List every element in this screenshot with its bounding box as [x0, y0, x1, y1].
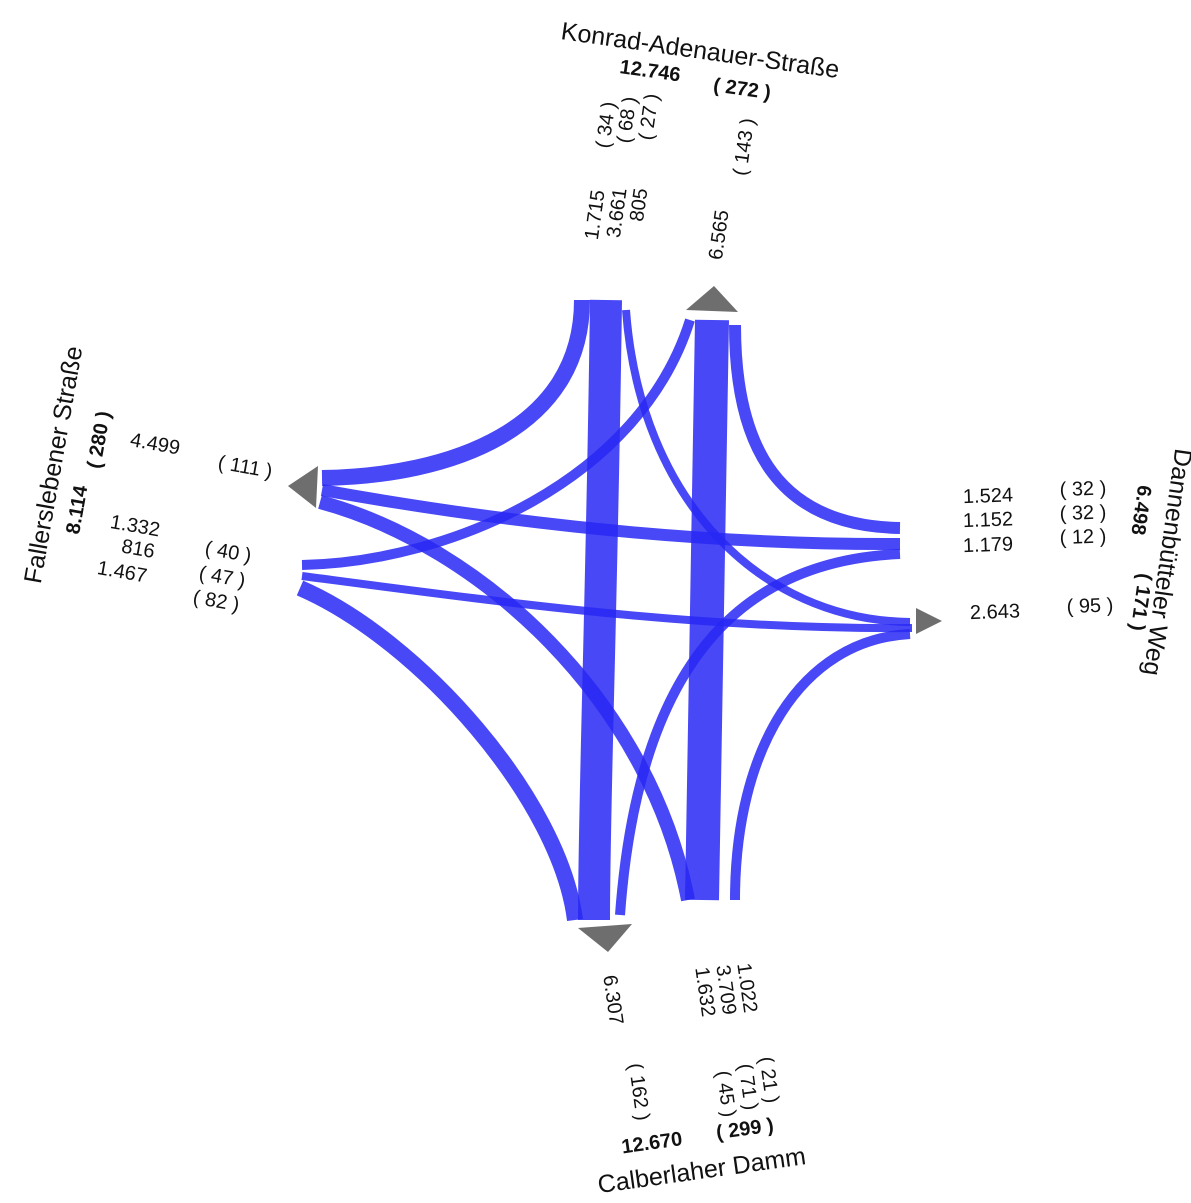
arrows	[288, 286, 942, 952]
inflow: 1.467	[96, 557, 149, 587]
flow	[296, 580, 583, 922]
arrow	[916, 608, 942, 634]
flow	[321, 299, 590, 486]
arrow	[288, 466, 318, 508]
flow	[730, 629, 911, 901]
road-name: Dannenbütteler Weg	[1138, 447, 1191, 678]
inflow-heavy: ( 82 )	[191, 586, 241, 616]
outflow: 4.499	[129, 429, 182, 459]
flow	[729, 324, 901, 534]
outflow-heavy: ( 95 )	[1066, 594, 1113, 618]
flow	[320, 484, 901, 551]
outflow: 6.307	[598, 974, 627, 1027]
flow	[301, 572, 913, 633]
flow	[685, 319, 729, 901]
flow	[318, 495, 695, 902]
inflow: 1.152	[963, 508, 1014, 532]
inflow: 1.179	[963, 533, 1014, 557]
outflow-heavy: ( 143 )	[729, 117, 759, 177]
total-heavy: ( 272 )	[712, 74, 772, 104]
inflow-heavy: ( 32 )	[1059, 501, 1106, 525]
outflow-heavy: ( 111 )	[216, 452, 274, 483]
road-name: Konrad-Adenauer-Straße	[559, 17, 841, 84]
total: 12.670	[620, 1128, 684, 1158]
arrow	[578, 924, 632, 952]
inflow: 805	[626, 187, 652, 223]
total: 8.114	[62, 483, 92, 536]
outflow-heavy: ( 162 )	[624, 1062, 654, 1122]
total-heavy: ( 280 )	[83, 409, 115, 470]
flow	[301, 318, 695, 570]
inflow-heavy: ( 12 )	[1059, 525, 1106, 549]
outflow: 6.565	[705, 209, 734, 262]
arrow	[686, 286, 738, 312]
flow	[578, 299, 622, 921]
flow	[615, 549, 901, 916]
inflow: 1.524	[963, 484, 1014, 508]
inflow-heavy: ( 32 )	[1059, 477, 1106, 501]
road-name: Fallerslebener Straße	[19, 344, 88, 586]
total-heavy: ( 299 )	[715, 1114, 775, 1144]
inflow-heavy: ( 40 )	[203, 537, 253, 567]
flows	[296, 299, 913, 922]
total: 6.498	[1126, 484, 1155, 537]
outflow: 2.643	[970, 600, 1021, 624]
inflow: 816	[120, 536, 157, 563]
